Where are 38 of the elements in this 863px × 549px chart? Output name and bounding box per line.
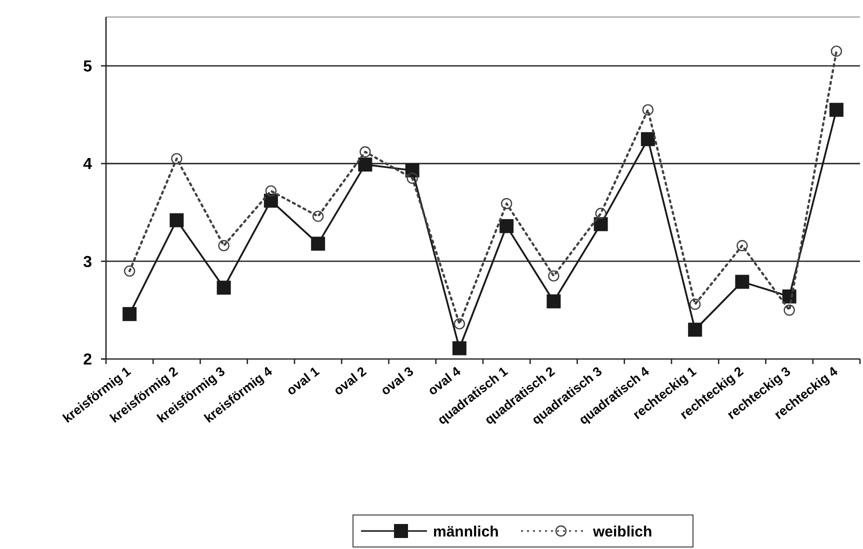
x-tick-label: oval 3 <box>378 364 416 398</box>
point <box>548 270 560 282</box>
point <box>358 158 372 172</box>
point <box>360 146 371 158</box>
point <box>452 341 466 356</box>
point <box>595 208 606 220</box>
point <box>265 185 277 197</box>
point <box>406 172 418 184</box>
legend-label: männlich <box>433 523 499 540</box>
point <box>594 217 608 232</box>
point <box>218 240 230 252</box>
point <box>689 298 701 310</box>
point <box>500 198 512 210</box>
point <box>830 46 842 57</box>
point <box>736 240 748 252</box>
y-tick-label: 4 <box>83 156 92 174</box>
point <box>312 210 324 222</box>
legend-label: weiblich <box>592 523 652 540</box>
point <box>640 132 655 146</box>
y-tick-label: 5 <box>83 58 92 76</box>
point <box>784 304 795 316</box>
point <box>124 265 136 277</box>
y-tick-label: 2 <box>83 352 92 369</box>
x-tick-label: oval 2 <box>330 364 370 398</box>
point <box>735 274 750 289</box>
point <box>829 102 844 117</box>
point <box>171 153 182 164</box>
point <box>454 318 466 330</box>
y-tick-label: 3 <box>83 254 92 271</box>
point <box>546 294 561 308</box>
point <box>170 213 184 228</box>
point <box>688 322 702 337</box>
point <box>122 307 137 322</box>
point <box>500 219 514 234</box>
x-tick-label: oval 1 <box>284 364 322 398</box>
point <box>216 280 231 295</box>
point <box>642 104 654 116</box>
point <box>311 236 326 251</box>
